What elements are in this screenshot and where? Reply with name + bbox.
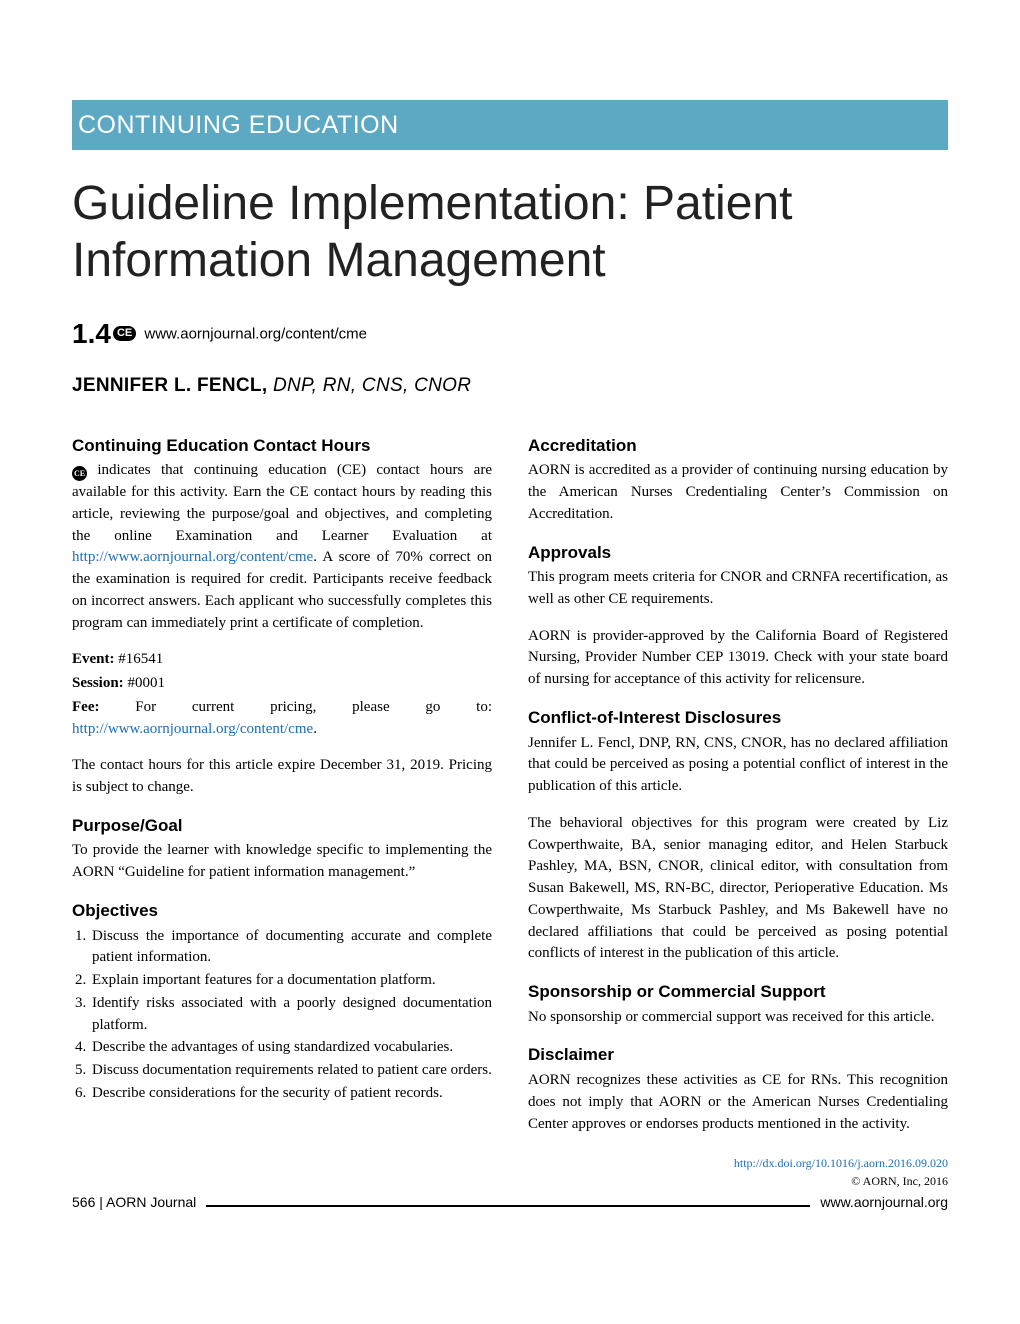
page-footer: http://dx.doi.org/10.1016/j.aorn.2016.09… xyxy=(72,1155,948,1212)
heading-purpose: Purpose/Goal xyxy=(72,814,492,839)
heading-contact-hours: Continuing Education Contact Hours xyxy=(72,434,492,459)
objective-item: Explain important features for a documen… xyxy=(90,970,492,992)
doi-link[interactable]: http://dx.doi.org/10.1016/j.aorn.2016.09… xyxy=(734,1156,948,1170)
left-column: Continuing Education Contact Hours CE in… xyxy=(72,434,492,1138)
footer-site-url: www.aornjournal.org xyxy=(820,1192,948,1212)
session-line: Session: #0001 xyxy=(72,673,492,695)
approvals-paragraph-2: AORN is provider-approved by the Califor… xyxy=(528,626,948,691)
approvals-paragraph-1: This program meets criteria for CNOR and… xyxy=(528,567,948,611)
heading-coi: Conflict-of-Interest Disclosures xyxy=(528,706,948,731)
ce-inline-badge-icon: CE xyxy=(72,466,87,481)
ce-url: www.aornjournal.org/content/cme xyxy=(144,325,367,342)
objective-item: Discuss documentation requirements relat… xyxy=(90,1060,492,1082)
article-title: Guideline Implementation: Patient Inform… xyxy=(72,176,948,289)
objective-item: Describe considerations for the security… xyxy=(90,1083,492,1105)
contact-text-a: indicates that continuing education (CE)… xyxy=(72,462,492,543)
two-column-layout: Continuing Education Contact Hours CE in… xyxy=(72,434,948,1138)
fee-dot: . xyxy=(313,721,317,737)
fee-cme-link[interactable]: http://www.aornjournal.org/content/cme xyxy=(72,721,313,737)
accreditation-paragraph: AORN is accredited as a provider of cont… xyxy=(528,460,948,525)
session-value: #0001 xyxy=(124,675,165,691)
heading-objectives: Objectives xyxy=(72,899,492,924)
heading-accreditation: Accreditation xyxy=(528,434,948,459)
objectives-list: Discuss the importance of documenting ac… xyxy=(72,926,492,1105)
ce-credit-line: 1.4CE www.aornjournal.org/content/cme xyxy=(72,314,948,355)
purpose-paragraph: To provide the learner with knowledge sp… xyxy=(72,840,492,884)
coi-paragraph-1: Jennifer L. Fencl, DNP, RN, CNS, CNOR, h… xyxy=(528,733,948,798)
event-value: #16541 xyxy=(115,651,164,667)
session-label: Session: xyxy=(72,675,124,691)
heading-disclaimer: Disclaimer xyxy=(528,1043,948,1068)
copyright-text: © AORN, Inc, 2016 xyxy=(851,1174,948,1188)
author-credentials: DNP, RN, CNS, CNOR xyxy=(267,375,471,396)
contact-cme-link[interactable]: http://www.aornjournal.org/content/cme xyxy=(72,549,313,565)
section-banner: CONTINUING EDUCATION xyxy=(72,100,948,150)
ce-badge-icon: CE xyxy=(113,326,136,341)
journal-name: | AORN Journal xyxy=(95,1194,196,1210)
contact-hours-paragraph: CE indicates that continuing education (… xyxy=(72,460,492,634)
event-label: Event: xyxy=(72,651,115,667)
sponsorship-paragraph: No sponsorship or commercial support was… xyxy=(528,1007,948,1029)
page-number: 566 xyxy=(72,1194,95,1210)
event-line: Event: #16541 xyxy=(72,649,492,671)
heading-approvals: Approvals xyxy=(528,541,948,566)
right-column: Accreditation AORN is accredited as a pr… xyxy=(528,434,948,1138)
footer-rule xyxy=(206,1205,810,1207)
disclaimer-paragraph: AORN recognizes these activities as CE f… xyxy=(528,1070,948,1135)
objective-item: Describe the advantages of using standar… xyxy=(90,1037,492,1059)
objective-item: Identify risks associated with a poorly … xyxy=(90,993,492,1037)
fee-text: For current pricing, please go to: xyxy=(99,699,492,715)
author-name: JENNIFER L. FENCL, xyxy=(72,375,267,396)
ce-credit-number: 1.4 xyxy=(72,318,111,349)
page-number-journal: 566 | AORN Journal xyxy=(72,1192,196,1212)
coi-paragraph-2: The behavioral objectives for this progr… xyxy=(528,813,948,965)
author-line: JENNIFER L. FENCL, DNP, RN, CNS, CNOR xyxy=(72,372,948,400)
expire-paragraph: The contact hours for this article expir… xyxy=(72,755,492,799)
objective-item: Discuss the importance of documenting ac… xyxy=(90,926,492,970)
heading-sponsorship: Sponsorship or Commercial Support xyxy=(528,980,948,1005)
fee-label: Fee: xyxy=(72,699,99,715)
fee-line: Fee: For current pricing, please go to: … xyxy=(72,697,492,741)
